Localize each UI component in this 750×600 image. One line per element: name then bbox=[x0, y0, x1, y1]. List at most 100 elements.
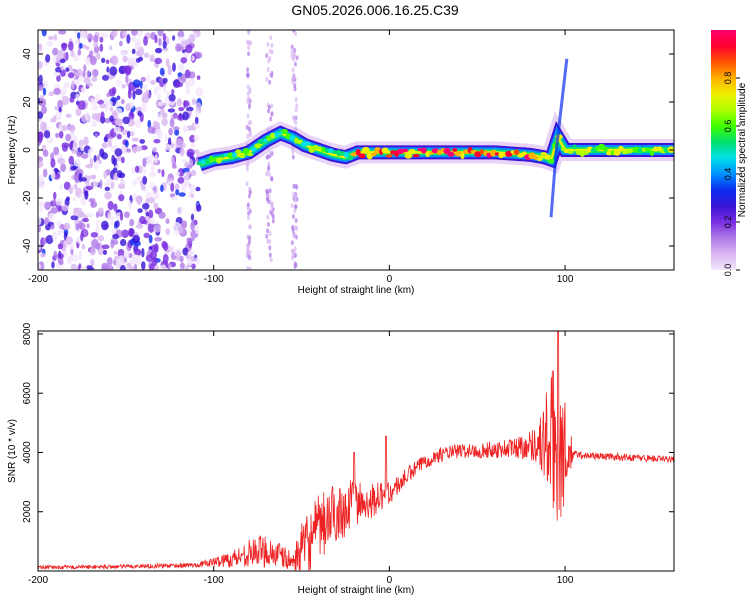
noise-speckle bbox=[95, 242, 101, 250]
noise-speckle bbox=[145, 211, 150, 217]
noise-speckle bbox=[75, 223, 80, 231]
noise-speckle bbox=[174, 229, 179, 236]
noise-speckle bbox=[132, 79, 141, 88]
snr-panel: -200 -100 0 100 2000 4000 6000 8000 Height of … bbox=[7, 322, 675, 596]
noise-speckle bbox=[50, 170, 56, 180]
noise-speckle bbox=[292, 233, 296, 239]
snr-ylabel: SNR (10 * v/v) bbox=[7, 419, 18, 483]
noise-speckle bbox=[147, 119, 152, 129]
noise-speckle bbox=[135, 50, 141, 57]
noise-speckle bbox=[246, 67, 250, 73]
noise-speckle bbox=[194, 121, 200, 129]
noise-speckle bbox=[38, 230, 41, 240]
noise-speckle bbox=[195, 102, 202, 111]
noise-speckle bbox=[38, 174, 44, 183]
noise-speckle bbox=[68, 125, 76, 132]
noise-speckle bbox=[55, 201, 61, 206]
noise-speckle bbox=[183, 51, 189, 59]
noise-speckle bbox=[245, 166, 249, 172]
noise-speckle bbox=[80, 30, 87, 39]
y-tick-label: 20 bbox=[22, 96, 33, 108]
noise-speckle bbox=[53, 191, 57, 200]
noise-speckle bbox=[67, 72, 75, 79]
noise-speckle bbox=[38, 200, 45, 208]
noise-speckle bbox=[167, 65, 172, 76]
noise-speckle bbox=[174, 221, 180, 227]
noise-speckle bbox=[135, 88, 143, 96]
noise-speckle bbox=[85, 163, 93, 169]
noise-speckle bbox=[290, 203, 294, 209]
noise-speckle bbox=[135, 176, 143, 182]
noise-speckle bbox=[56, 221, 62, 227]
noise-speckle bbox=[57, 243, 64, 250]
noise-speckle bbox=[246, 113, 250, 119]
noise-speckle bbox=[46, 136, 54, 144]
noise-speckle bbox=[190, 143, 196, 148]
noise-speckle bbox=[40, 252, 46, 258]
noise-speckle bbox=[112, 167, 118, 174]
noise-speckle bbox=[85, 45, 90, 51]
noise-speckle bbox=[168, 127, 174, 136]
ridge-blob bbox=[408, 148, 416, 155]
noise-speckle bbox=[179, 255, 184, 263]
noise-speckle bbox=[187, 250, 195, 256]
noise-speckle bbox=[268, 79, 272, 85]
noise-speckle bbox=[295, 55, 299, 61]
noise-speckle bbox=[268, 188, 272, 194]
noise-speckle bbox=[269, 257, 273, 263]
noise-speckle bbox=[58, 106, 62, 113]
noise-speckle bbox=[148, 246, 153, 251]
x-tick-label: -200 bbox=[28, 575, 48, 586]
noise-speckle bbox=[131, 166, 136, 175]
noise-speckle bbox=[161, 240, 167, 249]
noise-speckle bbox=[106, 92, 111, 98]
noise-speckle bbox=[96, 53, 101, 60]
noise-speckle bbox=[265, 171, 269, 177]
noise-speckle bbox=[141, 261, 146, 270]
x-tick-label: -100 bbox=[204, 575, 224, 586]
noise-speckle bbox=[84, 190, 89, 200]
noise-speckle bbox=[270, 43, 274, 49]
noise-speckle bbox=[194, 116, 199, 125]
noise-speckle bbox=[86, 69, 91, 78]
noise-speckle bbox=[50, 224, 55, 230]
colorbar-tick-label: 0.6 bbox=[723, 120, 733, 133]
noise-speckle bbox=[290, 255, 294, 261]
noise-speckle bbox=[265, 188, 269, 194]
noise-speckle bbox=[59, 184, 63, 191]
noise-speckle bbox=[126, 34, 131, 44]
noise-speckle bbox=[142, 202, 150, 210]
noise-speckle bbox=[128, 131, 135, 137]
noise-speckle bbox=[82, 44, 87, 49]
noise-speckle bbox=[140, 76, 147, 83]
ridge-blob bbox=[447, 151, 455, 157]
noise-speckle bbox=[113, 260, 117, 266]
noise-speckle bbox=[267, 58, 271, 64]
noise-speckle bbox=[267, 161, 271, 167]
ridge-blob bbox=[649, 150, 655, 156]
noise-speckle bbox=[134, 263, 138, 270]
noise-speckle bbox=[73, 54, 80, 62]
noise-speckle bbox=[267, 108, 271, 114]
noise-speckle bbox=[91, 76, 98, 83]
noise-speckle bbox=[120, 156, 125, 164]
noise-speckle bbox=[176, 98, 183, 107]
ridge-blob bbox=[355, 148, 361, 156]
noise-speckle bbox=[101, 142, 109, 149]
noise-speckle bbox=[146, 74, 151, 84]
ridge-blob bbox=[540, 152, 547, 156]
noise-speckle bbox=[50, 207, 58, 214]
noise-speckle bbox=[248, 239, 252, 245]
noise-speckle bbox=[195, 186, 201, 192]
noise-speckle bbox=[103, 170, 108, 179]
noise-speckle bbox=[133, 248, 142, 256]
noise-speckle bbox=[71, 254, 79, 262]
noise-speckle bbox=[183, 126, 189, 132]
noise-speckle bbox=[162, 40, 167, 49]
noise-speckle bbox=[120, 98, 125, 105]
y-tick-label: 6000 bbox=[22, 382, 33, 405]
noise-speckle bbox=[245, 124, 249, 130]
noise-speckle bbox=[70, 215, 79, 221]
noise-speckle bbox=[132, 148, 137, 154]
transition-spike bbox=[549, 58, 569, 218]
